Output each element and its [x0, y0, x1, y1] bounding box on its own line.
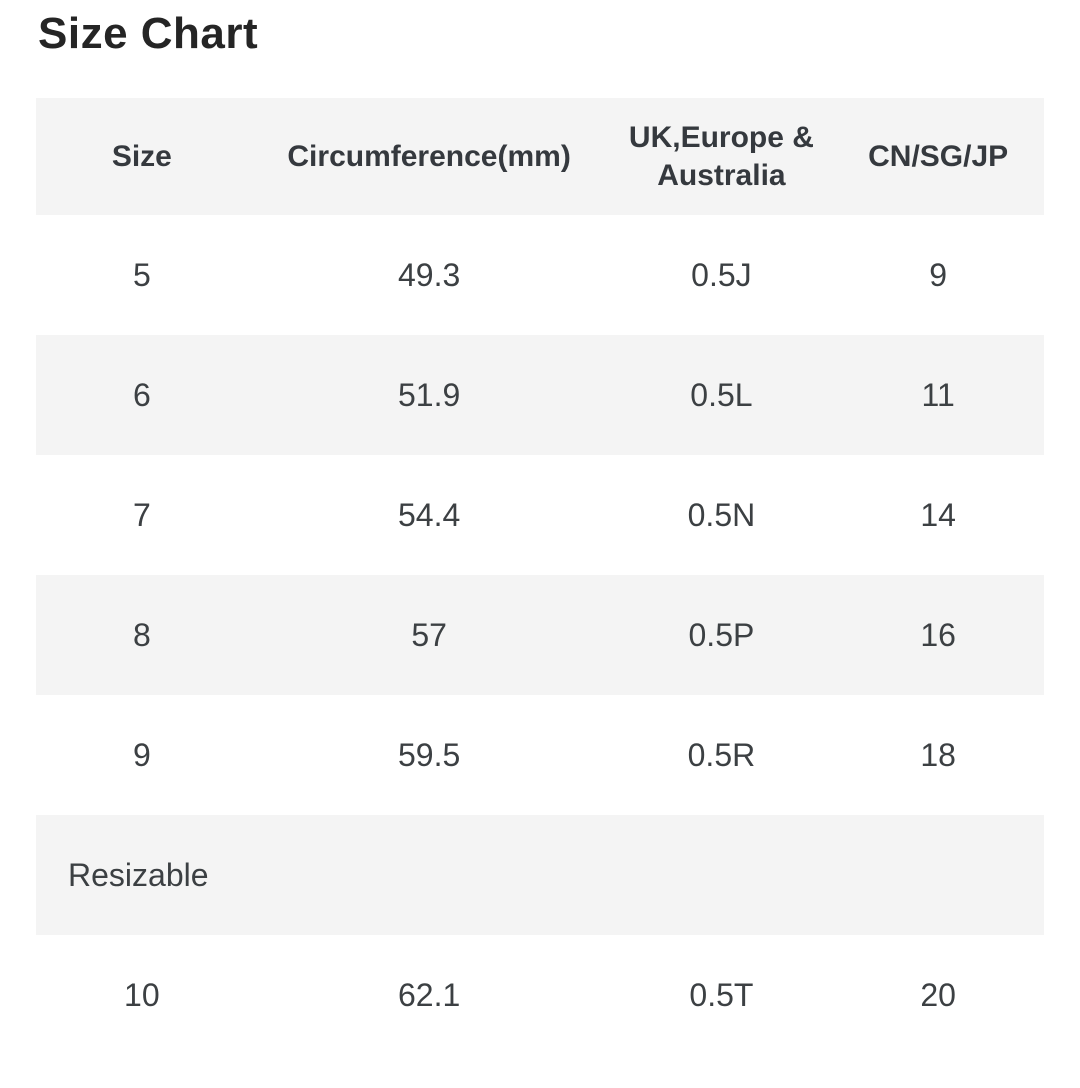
- cell-uk-eu-au: 0.5N: [687, 496, 756, 533]
- cell-uk-eu-au: 0.5L: [690, 376, 753, 413]
- cell-cn-sg-jp: 20: [920, 976, 956, 1013]
- cell-cn-sg-jp: 9: [929, 256, 948, 293]
- cell-uk-eu-au: 0.5P: [688, 616, 755, 653]
- header-row: Size Circumference(mm) UK,Europe & Austr…: [36, 98, 1044, 215]
- resizable-row: Resizable: [36, 815, 1044, 935]
- table-row: 5 49.3 0.5J 9: [36, 215, 1044, 335]
- resizable-label: Resizable: [68, 856, 209, 893]
- cell-size: 5: [132, 256, 151, 293]
- cell-circumference: 62.1: [397, 976, 461, 1013]
- cell-uk-eu-au: 0.5J: [691, 256, 752, 293]
- cell-cn-sg-jp: 16: [920, 616, 956, 653]
- cell-circumference: 49.3: [397, 256, 461, 293]
- cell-size: 7: [132, 496, 151, 533]
- cell-circumference: 51.9: [397, 376, 461, 413]
- cell-size: 9: [132, 736, 151, 773]
- cell-uk-eu-au: 0.5R: [687, 736, 756, 773]
- column-header-circumference: Circumference(mm): [247, 98, 611, 215]
- cell-uk-eu-au: 0.5T: [689, 976, 754, 1013]
- cell-size: 8: [132, 616, 151, 653]
- cell-size: 6: [132, 376, 151, 413]
- cell-cn-sg-jp: 11: [921, 376, 955, 413]
- cell-cn-sg-jp: 18: [920, 736, 956, 773]
- table-row: 10 62.1 0.5T 20: [36, 935, 1044, 1055]
- column-header-cn-sg-jp: CN/SG/JP: [832, 98, 1044, 215]
- table-row: 9 59.5 0.5R 18: [36, 695, 1044, 815]
- column-header-size: Size: [36, 98, 248, 215]
- cell-circumference: 59.5: [397, 736, 461, 773]
- page-title: Size Chart: [38, 9, 259, 58]
- table-row: 6 51.9 0.5L 11: [36, 335, 1044, 455]
- cell-size: 10: [124, 976, 160, 1013]
- size-chart-table: Size Circumference(mm) UK,Europe & Austr…: [36, 98, 1044, 1055]
- cell-circumference: 54.4: [397, 496, 461, 533]
- column-header-uk-europe-australia: UK,Europe & Australia: [610, 98, 833, 215]
- cell-cn-sg-jp: 14: [920, 496, 956, 533]
- table-row: 7 54.4 0.5N 14: [36, 455, 1044, 575]
- table-row: 8 57 0.5P 16: [36, 575, 1044, 695]
- cell-circumference: 57: [411, 616, 447, 653]
